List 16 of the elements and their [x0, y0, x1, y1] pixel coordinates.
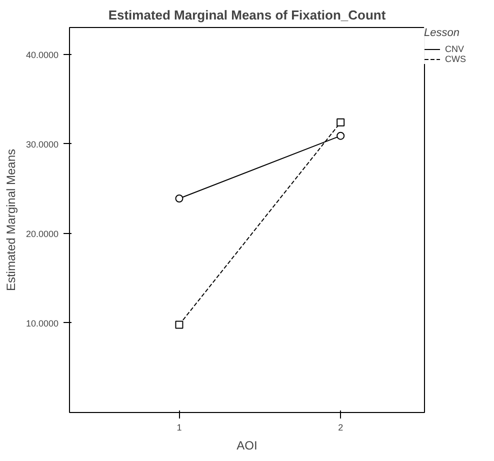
legend-title: Lesson [424, 27, 460, 39]
legend-label: CWS [445, 54, 466, 64]
y-tick-label: 40.0000 [26, 50, 59, 60]
point [336, 132, 345, 140]
x-tick-label: 2 [338, 422, 344, 432]
y-tick-label: 10.0000 [26, 318, 59, 328]
y-tick-label: 20.0000 [26, 228, 59, 239]
x-axis-title: AOI [236, 438, 258, 452]
legend-label: CNV [445, 44, 465, 54]
point [175, 194, 184, 203]
y-axis-title: Estimated Marginal Means [4, 148, 18, 292]
chart-title: Estimated Marginal Means of Fixation_Count [108, 8, 386, 22]
x-tick-label: 1 [176, 422, 182, 432]
y-tick-label: 30.0000 [26, 139, 59, 150]
point [175, 320, 184, 329]
point [336, 118, 345, 126]
